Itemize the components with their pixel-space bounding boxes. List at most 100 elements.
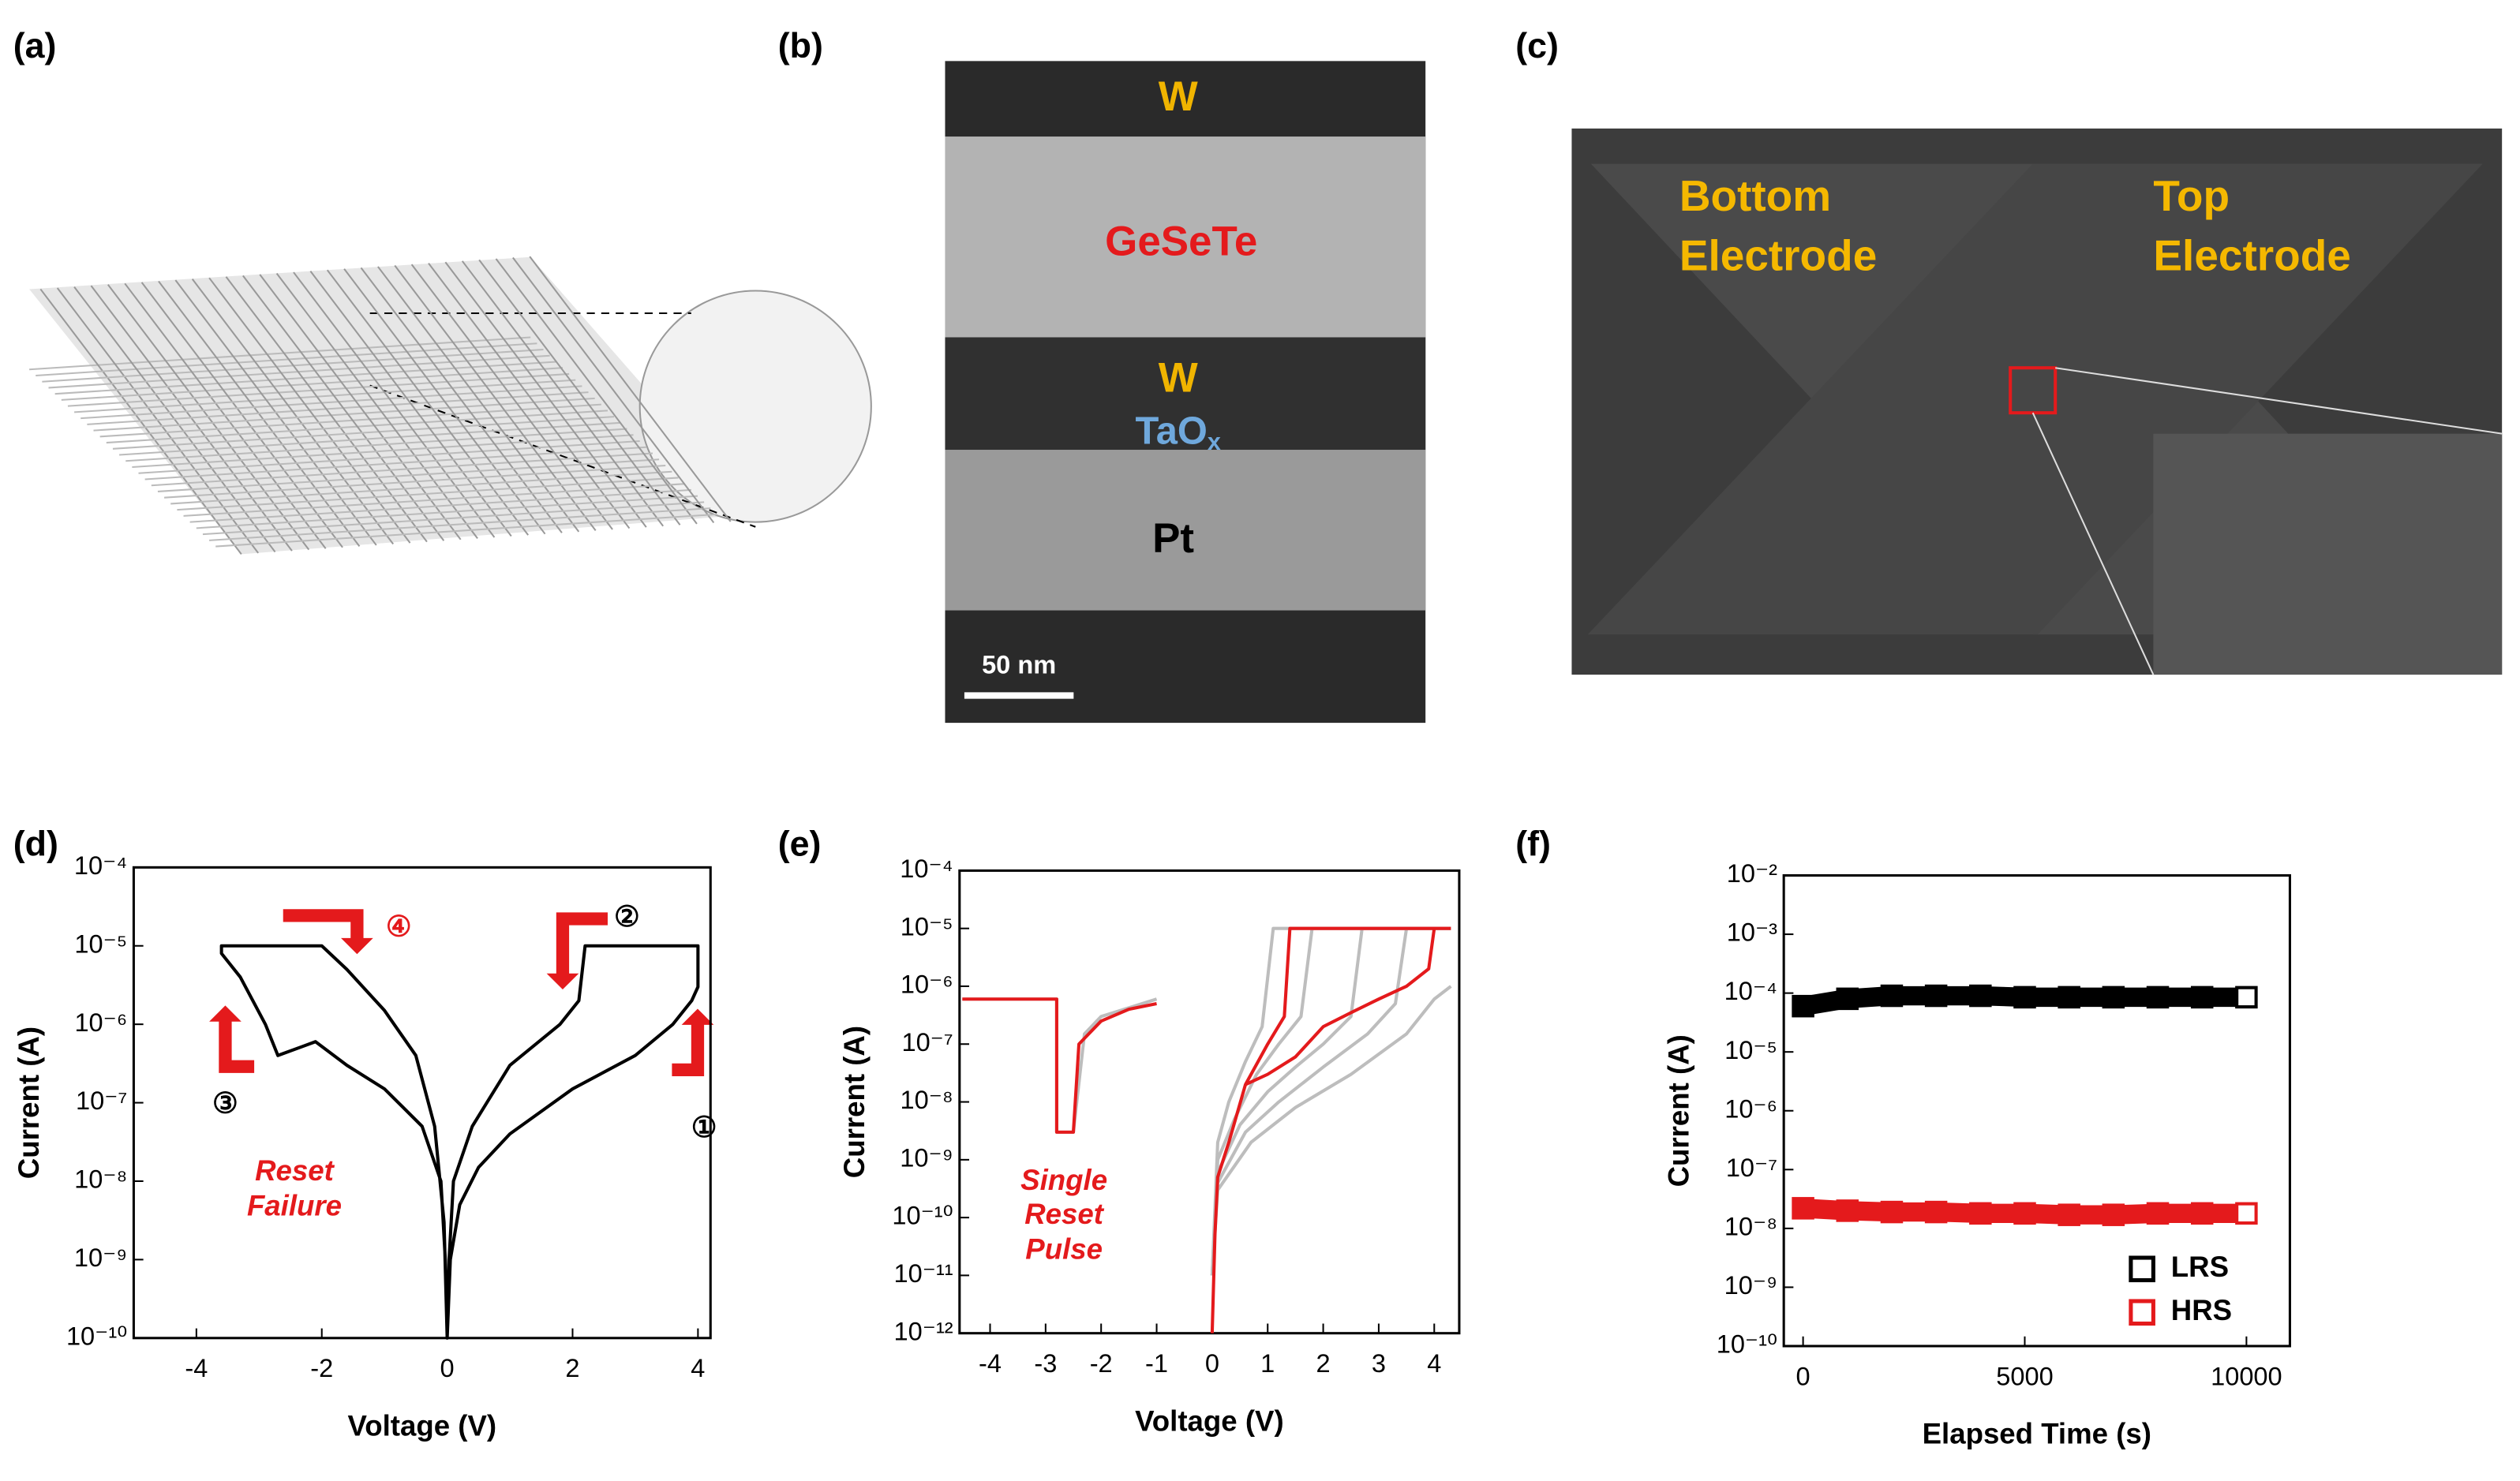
bottom-line <box>67 372 570 407</box>
top-line <box>326 269 530 536</box>
x-tick-label: -1 <box>1145 1349 1168 1378</box>
top-line <box>242 275 445 541</box>
top-line <box>512 256 715 524</box>
data-line <box>219 944 700 1340</box>
bottom-line <box>144 446 646 481</box>
data-marker <box>2235 985 2258 1009</box>
y-tick-label: 10⁻⁷ <box>1726 1154 1777 1182</box>
y-tick-label: 10⁻⁴ <box>900 855 953 883</box>
crossbar-schematic <box>29 256 872 555</box>
legend-marker <box>2129 1299 2155 1326</box>
y-axis-label: Current (A) <box>1663 1034 1695 1187</box>
bottom-line <box>125 428 627 462</box>
legend-label: LRS <box>2171 1251 2229 1283</box>
bottom-line <box>29 336 531 371</box>
data-line <box>962 997 1157 1134</box>
data-marker <box>1969 1202 1992 1225</box>
bottom-line <box>183 483 685 517</box>
bottom-line <box>61 367 564 401</box>
data-marker <box>2058 1203 2080 1226</box>
data-marker <box>1836 1199 1859 1222</box>
data-marker <box>1969 984 1992 1008</box>
data-marker <box>2146 1202 2170 1225</box>
y-tick-label: 10⁻⁵ <box>901 912 953 941</box>
top-line <box>208 277 411 544</box>
x-tick-label: 1 <box>1260 1349 1275 1378</box>
zoom-line <box>2055 367 2503 435</box>
top-line <box>309 271 512 537</box>
data-marker <box>1792 994 1814 1018</box>
data-marker <box>1880 984 1904 1008</box>
legend-marker <box>2129 1255 2155 1283</box>
x-tick-label: 4 <box>691 1354 705 1382</box>
top-line <box>495 258 698 525</box>
bottom-line <box>170 470 672 505</box>
panel-label: (c) <box>1515 26 1559 65</box>
y-tick-label: 10⁻⁸ <box>1724 1212 1777 1240</box>
x-tick-label: -2 <box>1090 1349 1113 1378</box>
y-axis-label: Current (A) <box>13 1027 45 1179</box>
annotation: ④ <box>386 910 412 942</box>
top-line <box>410 264 613 530</box>
bottom-line <box>119 421 621 456</box>
top-line <box>360 267 563 533</box>
x-tick-label: 0 <box>1205 1349 1219 1378</box>
data-marker <box>2013 985 2036 1009</box>
data-marker <box>1880 1200 1904 1224</box>
x-tick-label: 5000 <box>1996 1362 2053 1390</box>
data-marker <box>1836 987 1859 1011</box>
bottom-line <box>189 488 691 523</box>
top-line <box>377 266 580 533</box>
layer-label: GeSeTe <box>1105 218 1257 264</box>
y-tick-label: 10⁻⁸ <box>901 1086 953 1114</box>
data-marker <box>2102 985 2125 1009</box>
x-tick-label: 2 <box>1316 1349 1331 1378</box>
data-marker <box>1924 984 1948 1008</box>
y-tick-label: 10⁻⁴ <box>1724 977 1777 1005</box>
data-line <box>1245 928 1436 1086</box>
y-tick-label: 10⁻⁶ <box>74 1008 127 1037</box>
x-tick-label: 10000 <box>2211 1362 2282 1390</box>
y-tick-label: 10⁻⁶ <box>901 971 953 999</box>
y-tick-label: 10⁻⁵ <box>1724 1036 1777 1064</box>
x-tick-label: 0 <box>440 1354 455 1382</box>
x-axis-label: Voltage (V) <box>1135 1404 1284 1437</box>
panel-label: (e) <box>778 825 822 864</box>
x-tick-label: -3 <box>1034 1349 1057 1378</box>
bottom-line <box>87 391 589 425</box>
electrode-label: Electrode <box>2153 230 2350 279</box>
layer-label: TaOx <box>1135 410 1220 455</box>
annotation: Pulse <box>1025 1233 1103 1266</box>
panel-label: (d) <box>13 825 58 864</box>
panel-label: (b) <box>778 26 823 65</box>
top-line <box>461 260 665 527</box>
y-tick-label: 10⁻² <box>1727 859 1777 888</box>
y-tick-label: 10⁻⁷ <box>76 1086 127 1115</box>
data-marker <box>2146 985 2170 1009</box>
bottom-line <box>93 397 595 432</box>
electrode-label: Top <box>2153 171 2230 220</box>
top-line <box>343 268 546 535</box>
data-marker <box>2190 1202 2214 1225</box>
y-tick-label: 10⁻⁹ <box>1724 1271 1777 1300</box>
top-line <box>444 261 647 528</box>
layer-label: W <box>1159 354 1198 401</box>
annotation: ① <box>691 1111 717 1143</box>
data-marker <box>2102 1203 2125 1226</box>
zoom-line <box>369 384 756 528</box>
sem-image: Bottom Electrode Top Electrode <box>1571 128 2503 675</box>
y-tick-label: 10⁻⁵ <box>74 929 127 958</box>
y-tick-label: 10⁻³ <box>1727 918 1777 947</box>
data-line <box>962 997 1158 1134</box>
top-line <box>394 264 597 532</box>
x-axis-label: Elapsed Time (s) <box>1923 1418 2151 1450</box>
data-marker <box>2013 1202 2036 1225</box>
annotation: Reset <box>255 1154 335 1187</box>
tem-image: W GeSeTe W TaOx Pt 50 nm <box>945 61 1426 724</box>
data-marker <box>2190 985 2214 1009</box>
y-tick-label: 10⁻¹⁰ <box>892 1202 953 1230</box>
bottom-line <box>81 385 582 420</box>
data-line <box>1210 985 1452 1276</box>
electrode-label: Electrode <box>1679 230 1877 279</box>
top-line <box>191 279 395 545</box>
